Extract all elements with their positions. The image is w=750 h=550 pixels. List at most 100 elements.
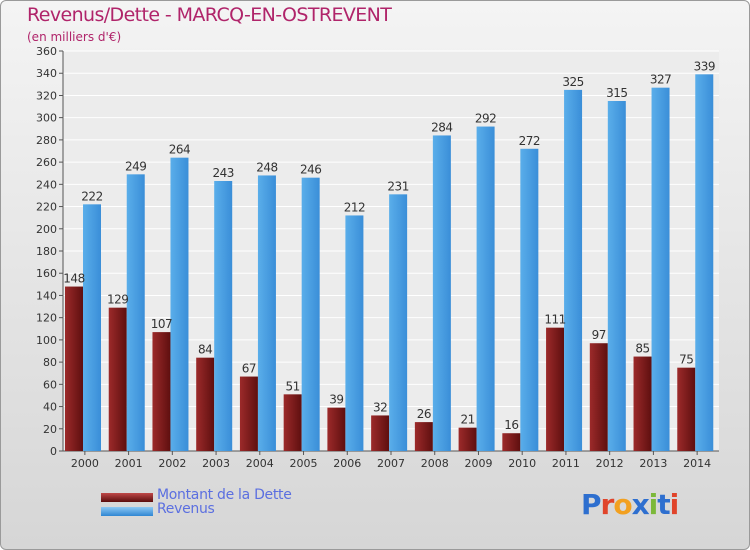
bar-debt: [239, 376, 258, 451]
data-label-revenue: 212: [344, 200, 365, 214]
data-label-revenue: 249: [125, 159, 146, 173]
data-label-revenue: 292: [475, 112, 496, 126]
y-tick-label: 140: [36, 289, 57, 302]
bar-debt: [414, 422, 433, 451]
data-label-debt: 84: [198, 343, 212, 357]
data-label-revenue: 231: [387, 179, 408, 193]
chart-subtitle: (en milliers d'€): [27, 30, 122, 44]
data-label-revenue: 243: [212, 166, 233, 180]
logo-letter: o: [613, 488, 632, 521]
bar-debt: [327, 407, 346, 451]
bar-debt: [283, 394, 302, 451]
data-label-debt: 16: [504, 418, 518, 432]
y-tick-label: 300: [36, 112, 57, 125]
bar-debt: [633, 356, 652, 451]
y-tick-label: 340: [36, 67, 57, 80]
bar-revenue: [345, 215, 364, 451]
data-label-debt: 85: [635, 342, 649, 356]
bar-debt: [589, 343, 608, 451]
data-label-revenue: 264: [169, 143, 190, 157]
data-label-revenue: 222: [81, 189, 102, 203]
data-label-debt: 75: [679, 353, 693, 367]
data-label-debt: 107: [151, 317, 172, 331]
data-label-revenue: 272: [519, 134, 540, 148]
data-label-debt: 26: [417, 407, 431, 421]
data-label-debt: 21: [460, 413, 474, 427]
data-label-revenue: 248: [256, 160, 277, 174]
bar-revenue: [432, 135, 451, 451]
data-label-revenue: 284: [431, 120, 452, 134]
legend-swatch-revenue: [101, 507, 153, 516]
y-tick-label: 280: [36, 134, 57, 147]
data-label-debt: 129: [107, 293, 128, 307]
data-label-revenue: 325: [562, 75, 583, 89]
data-label-revenue: 315: [606, 86, 627, 100]
data-label-debt: 111: [544, 313, 565, 327]
chart-title: Revenus/Dette - MARCQ-EN-OSTREVENT: [27, 4, 392, 26]
y-tick-label: 0: [50, 445, 57, 458]
bar-revenue: [564, 89, 583, 451]
bar-revenue: [170, 157, 189, 451]
x-tick-label: 2008: [421, 457, 449, 470]
logo-letter: r: [600, 488, 615, 521]
data-label-debt: 51: [286, 379, 300, 393]
x-tick-label: 2005: [290, 457, 318, 470]
bar-debt: [108, 307, 127, 451]
data-label-revenue: 246: [300, 163, 321, 177]
y-tick-label: 100: [36, 334, 57, 347]
proxiti-logo: Proxiti: [581, 488, 680, 521]
x-tick-label: 2006: [333, 457, 361, 470]
x-tick-label: 2010: [508, 457, 536, 470]
y-tick-label: 220: [36, 201, 57, 214]
bar-revenue: [476, 126, 495, 452]
bar-debt: [677, 367, 696, 451]
bar-revenue: [257, 175, 276, 451]
logo-letter: i: [669, 488, 680, 521]
bar-debt: [458, 427, 477, 451]
bar-debt: [196, 357, 215, 451]
x-tick-label: 2003: [202, 457, 230, 470]
logo-letter: P: [581, 488, 602, 521]
bar-revenue: [126, 174, 145, 452]
data-label-debt: 32: [373, 400, 387, 414]
data-label-debt: 67: [242, 362, 256, 376]
y-tick-label: 80: [43, 356, 57, 369]
y-tick-label: 200: [36, 223, 57, 236]
x-tick-label: 2012: [596, 457, 624, 470]
bar-revenue: [695, 74, 714, 451]
bar-debt: [371, 415, 390, 451]
x-tick-label: 2014: [683, 457, 711, 470]
data-label-revenue: 327: [650, 73, 671, 87]
bar-revenue: [83, 204, 101, 451]
data-label-debt: 148: [63, 272, 84, 286]
data-label-revenue: 339: [694, 59, 715, 73]
x-tick-label: 2000: [71, 457, 99, 470]
legend-label-debt: Montant de la Dette: [157, 487, 292, 503]
x-tick-label: 2002: [158, 457, 186, 470]
bar-revenue: [520, 148, 539, 451]
y-tick-label: 120: [36, 312, 57, 325]
x-tick-label: 2004: [246, 457, 274, 470]
legend-swatch-debt: [101, 493, 153, 502]
data-label-debt: 97: [592, 328, 606, 342]
bar-revenue: [389, 194, 408, 452]
logo-letter: i: [648, 488, 659, 521]
y-tick-label: 360: [36, 45, 57, 58]
y-tick-label: 180: [36, 245, 57, 258]
bar-revenue: [607, 101, 626, 451]
x-tick-label: 2009: [464, 457, 492, 470]
y-tick-label: 260: [36, 156, 57, 169]
y-tick-label: 60: [43, 378, 57, 391]
x-tick-label: 2007: [377, 457, 405, 470]
bar-debt: [152, 332, 171, 451]
x-tick-label: 2013: [639, 457, 667, 470]
bar-revenue: [301, 177, 320, 451]
y-tick-label: 40: [43, 401, 57, 414]
y-tick-label: 160: [36, 267, 57, 280]
bar-debt: [546, 327, 565, 451]
y-tick-label: 20: [43, 423, 57, 436]
y-tick-label: 320: [36, 89, 57, 102]
logo-letter: t: [657, 488, 670, 521]
bar-revenue: [214, 181, 233, 451]
